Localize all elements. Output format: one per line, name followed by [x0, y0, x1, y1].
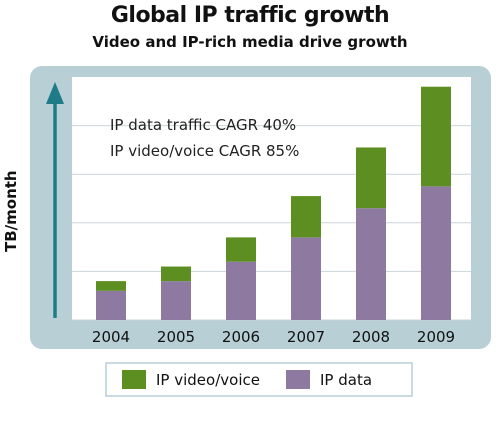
annotation-ip-video-cagr: IP video/voice CAGR 85% [110, 142, 299, 160]
x-tick-label-2008: 2008 [352, 328, 390, 346]
chart-title: Global IP traffic growth [110, 3, 390, 28]
plot-area [72, 77, 471, 320]
x-tick-label-2007: 2007 [287, 328, 325, 346]
bar-ip-video-voice-2009 [421, 86, 451, 187]
legend-swatch-ip-video-voice [122, 370, 146, 389]
bar-ip-data-2006 [226, 261, 256, 320]
x-tick-label-2009: 2009 [417, 328, 455, 346]
chart-subtitle: Video and IP-rich media drive growth [92, 33, 408, 51]
bar-ip-video-voice-2004 [96, 281, 126, 291]
legend-label-ip-video-voice: IP video/voice [156, 371, 260, 389]
legend-box [105, 362, 413, 397]
bar-ip-video-voice-2007 [291, 196, 321, 238]
y-axis-arrowhead [46, 82, 64, 104]
bar-ip-video-voice-2005 [161, 266, 191, 282]
bar-ip-video-voice-2006 [226, 237, 256, 262]
bar-ip-data-2004 [96, 290, 126, 320]
bar-ip-data-2009 [421, 186, 451, 320]
x-tick-label-2005: 2005 [157, 328, 195, 346]
x-tick-label-2004: 2004 [92, 328, 130, 346]
legend-label-ip-data: IP data [320, 371, 372, 389]
bar-ip-data-2005 [161, 281, 191, 320]
legend-swatch-ip-data [286, 370, 310, 389]
bar-ip-data-2008 [356, 208, 386, 320]
x-tick-label-2006: 2006 [222, 328, 260, 346]
bar-ip-data-2007 [291, 237, 321, 320]
bar-ip-video-voice-2008 [356, 147, 386, 209]
annotation-ip-data-cagr: IP data traffic CAGR 40% [110, 116, 296, 134]
